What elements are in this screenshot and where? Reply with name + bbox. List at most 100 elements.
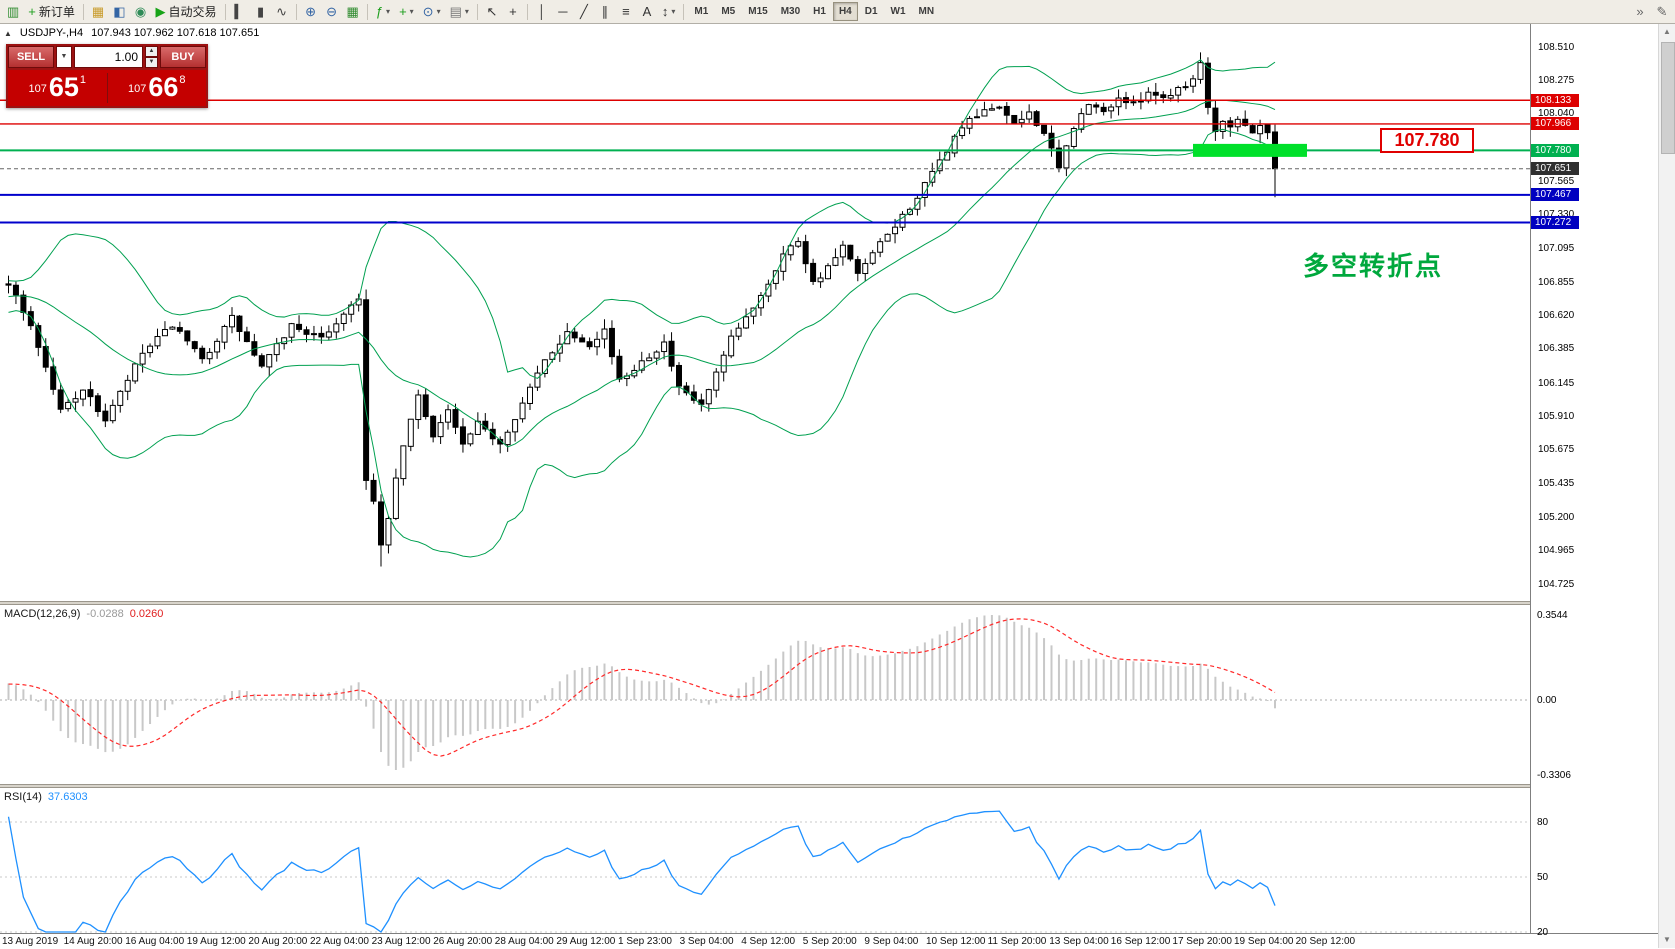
toolbar-overflow-button[interactable]: » — [1630, 2, 1650, 22]
candlestick-chart[interactable] — [0, 24, 1530, 601]
horizontal-line-icon[interactable]: ─ — [553, 2, 573, 22]
templates-icon[interactable]: ▤ ▾ — [446, 2, 473, 22]
scroll-down-icon[interactable]: ▼ — [1663, 935, 1671, 944]
scroll-up-icon[interactable]: ▲ — [1663, 27, 1671, 36]
indicator-axis-label: 0.00 — [1537, 695, 1557, 706]
collapse-trade-panel-icon[interactable]: ▲ — [4, 28, 12, 38]
scrollbar-thumb[interactable] — [1661, 42, 1675, 154]
chevron-down-icon: ▾ — [386, 7, 391, 16]
add-indicator-icon: + — [399, 4, 407, 19]
vertical-line-icon[interactable]: │ — [532, 2, 552, 22]
crosshair-icon[interactable]: + — [503, 2, 523, 22]
price-badge-107.272[interactable]: 107.272 — [1531, 216, 1579, 230]
main-toolbar: ▥ + 新订单 ▦ ◧ ◉ ▶ 自动交易 ▍ ▮ ∿ ⊕ ⊖ ▦ ƒ ▾ + ▾ ⊙ ▾ ▤ ▾ ↖ + │ ─ ╱ ∥ ≡ A ↕ ▾ M1 M… — [0, 0, 1675, 24]
price-badge-107.651[interactable]: 107.651 — [1531, 162, 1579, 176]
bar-chart-icon[interactable]: ▍ — [230, 2, 250, 22]
volume-input[interactable] — [74, 46, 143, 68]
volume-down-icon[interactable]: ▼ — [145, 57, 158, 68]
macd-panel[interactable] — [0, 605, 1530, 784]
text-icon[interactable]: A — [637, 2, 657, 22]
chevron-down-icon: ▾ — [409, 7, 414, 16]
quick-edit-button[interactable]: ✎ — [1652, 2, 1672, 22]
time-label: 19 Sep 04:00 — [1234, 936, 1294, 947]
time-label: 28 Aug 04:00 — [494, 936, 554, 947]
time-label: 26 Aug 20:00 — [433, 936, 493, 947]
periods-icon[interactable]: ⊙ ▾ — [419, 2, 445, 22]
fibonacci-icon[interactable]: ≡ — [616, 2, 636, 22]
toolbar-separator — [526, 3, 528, 20]
timeframe-w1[interactable]: W1 — [885, 2, 912, 21]
price-badge-107.966[interactable]: 107.966 — [1531, 117, 1579, 131]
rsi-panel[interactable] — [0, 788, 1530, 933]
price-tick-label: 108.510 — [1538, 41, 1575, 53]
chevron-down-icon: ▾ — [464, 7, 469, 16]
chevron-down-icon: ▾ — [671, 7, 676, 16]
candlestick-chart-icon: ▮ — [256, 4, 265, 19]
cursor-icon[interactable]: ↖ — [482, 2, 502, 22]
zoom-out-icon[interactable]: ⊖ — [322, 2, 342, 22]
panel-splitter[interactable] — [0, 784, 1658, 788]
price-tick-label: 107.095 — [1538, 242, 1575, 254]
market-watch-icon[interactable]: ▦ — [88, 2, 108, 22]
tile-windows-icon: ▦ — [346, 4, 359, 19]
time-label: 11 Sep 20:00 — [987, 936, 1047, 947]
volume-stepper[interactable]: ▲ ▼ — [145, 46, 158, 68]
toolbar-separator — [82, 3, 84, 20]
timeframe-mn[interactable]: MN — [913, 2, 941, 21]
timeframe-m1[interactable]: M1 — [688, 2, 714, 21]
price-badge-107.780[interactable]: 107.780 — [1531, 143, 1579, 157]
line-chart-icon[interactable]: ∿ — [272, 2, 292, 22]
price-divider — [106, 73, 108, 103]
highlight-zone[interactable] — [1193, 143, 1307, 157]
macd-signal-value: 0.0260 — [129, 608, 164, 620]
chart-title: ▲ USDJPY-,H4 107.943 107.962 107.618 107… — [4, 27, 259, 39]
autotrading-button[interactable]: ▶ 自动交易 — [152, 2, 221, 22]
timeframe-d1[interactable]: D1 — [859, 2, 884, 21]
price-callout[interactable]: 107.780 — [1380, 128, 1474, 153]
rsi-label: RSI(14) 37.6303 — [4, 791, 88, 803]
price-tick-label: 106.620 — [1538, 310, 1575, 322]
time-axis[interactable]: 13 Aug 2019 14 Aug 20:00 16 Aug 04:00 19 Au… — [0, 933, 1658, 949]
buy-price-big-figure: 107 — [127, 83, 147, 95]
new-order-button[interactable]: + 新订单 — [24, 2, 79, 22]
data-window-icon[interactable]: ◧ — [109, 2, 129, 22]
timeframe-m30[interactable]: M30 — [775, 2, 806, 21]
one-click-trading-panel: SELL ▼ ▲ ▼ BUY 107 65 1 107 66 8 — [6, 44, 208, 108]
volume-up-icon[interactable]: ▲ — [145, 46, 158, 57]
buy-button[interactable]: BUY — [160, 46, 206, 68]
sell-price-pips: 65 — [48, 71, 79, 102]
time-label: 10 Sep 12:00 — [926, 936, 986, 947]
zoom-in-icon[interactable]: ⊕ — [301, 2, 321, 22]
sell-price[interactable]: 107 65 1 — [8, 71, 107, 102]
toolbar-separator — [683, 3, 685, 20]
channel-icon[interactable]: ∥ — [595, 2, 615, 22]
timeframe-h1[interactable]: H1 — [807, 2, 832, 21]
tile-windows-icon[interactable]: ▦ — [343, 2, 363, 22]
volume-dropdown-icon[interactable]: ▼ — [56, 46, 72, 68]
macd-signal-line — [8, 618, 1276, 757]
arrows-icon[interactable]: ↕ ▾ — [658, 2, 680, 22]
price-badge-108.133[interactable]: 108.133 — [1531, 93, 1579, 107]
app-icon[interactable]: ▥ — [3, 2, 23, 22]
symbol-period-label: USDJPY-,H4 — [19, 27, 84, 39]
price-axis[interactable]: 108.510 108.275 108.040 107.565 107.330 107.0… — [1530, 24, 1659, 933]
indicators-icon[interactable]: ƒ ▾ — [372, 2, 394, 22]
toolbar-separator — [224, 3, 226, 20]
time-label: 4 Sep 12:00 — [741, 936, 796, 947]
vertical-scrollbar[interactable]: ▲ ▼ — [1658, 24, 1675, 948]
trendline-icon[interactable]: ╱ — [574, 2, 594, 22]
annotation-turning-point[interactable]: 多空转折点 — [1303, 251, 1444, 281]
panel-splitter[interactable] — [0, 601, 1658, 605]
cursor-icon: ↖ — [486, 4, 498, 19]
time-label: 14 Aug 20:00 — [63, 936, 123, 947]
timeframe-m15[interactable]: M15 — [742, 2, 773, 21]
navigator-icon[interactable]: ◉ — [131, 2, 151, 22]
timeframe-h4[interactable]: H4 — [832, 2, 858, 21]
sell-button[interactable]: SELL — [8, 46, 54, 68]
add-indicator-icon[interactable]: + ▾ — [395, 2, 418, 22]
buy-price[interactable]: 107 66 8 — [108, 73, 207, 102]
price-badge-107.467[interactable]: 107.467 — [1531, 188, 1579, 202]
line-chart-icon: ∿ — [276, 4, 287, 19]
candlestick-chart-icon[interactable]: ▮ — [251, 2, 271, 22]
timeframe-m5[interactable]: M5 — [715, 2, 741, 21]
